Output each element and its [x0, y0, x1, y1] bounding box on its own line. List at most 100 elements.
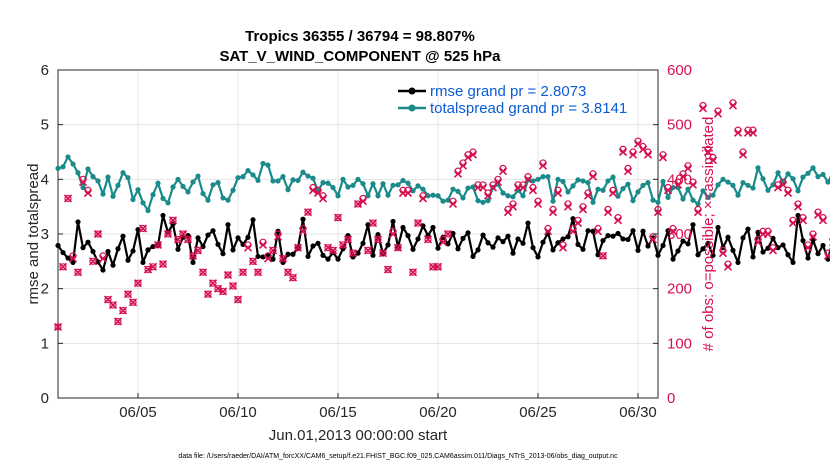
possible-obs-marker [129, 298, 137, 306]
totalspread-point [650, 197, 656, 203]
assimilated-obs-marker [468, 150, 478, 159]
assimilated-obs-marker [703, 147, 713, 157]
assimilated-obs-marker [228, 281, 238, 290]
totalspread-point [795, 188, 801, 194]
totalspread-point [385, 192, 391, 198]
rmse-point [320, 252, 326, 258]
rmse-point [230, 247, 236, 253]
rmse-point [460, 235, 466, 241]
possible-obs-marker [119, 306, 127, 315]
assimilated-obs-marker [648, 235, 658, 244]
totalspread-point [755, 165, 761, 171]
totalspread-point [100, 191, 106, 197]
assimilated-obs-marker [258, 240, 268, 249]
assimilated-obs-marker [608, 188, 618, 198]
rmse-point [800, 237, 806, 244]
totalspread-point [750, 185, 756, 191]
possible-obs-marker [159, 260, 167, 268]
totalspread-point [815, 174, 821, 180]
assimilated-obs-marker [753, 238, 763, 247]
possible-obs-marker [344, 235, 352, 244]
totalspread-point [760, 176, 766, 182]
rmse-point [200, 243, 206, 250]
possible-obs-marker [234, 296, 242, 304]
possible-obs-marker [114, 317, 122, 326]
rmse-point [130, 248, 136, 254]
totalspread-point [255, 177, 261, 184]
rmse-point [615, 230, 621, 237]
assimilated-obs-marker [143, 265, 153, 274]
x-tick-label-1: 06/10 [219, 404, 257, 421]
assimilated-obs-marker [613, 216, 623, 225]
totalspread-point [470, 184, 476, 190]
rmse-point [685, 241, 691, 247]
rmse-point [370, 252, 376, 258]
totalspread-point [420, 186, 426, 192]
totalspread-point [280, 174, 286, 180]
assimilated-obs-marker [418, 194, 428, 203]
assimilated-obs-marker [223, 270, 233, 280]
assimilated-obs-marker [373, 235, 383, 244]
rmse-point [635, 247, 641, 253]
rmse-point [160, 212, 166, 219]
rmse-point [500, 239, 506, 245]
assimilated-obs-marker [233, 295, 243, 304]
possible-obs-marker [204, 290, 212, 298]
totalspread-point [445, 197, 451, 203]
totalspread-point [500, 190, 506, 196]
totalspread-point [55, 165, 61, 171]
assimilated-obs-marker [823, 251, 830, 260]
assimilated-obs-marker [383, 265, 393, 274]
rmse-point [375, 231, 381, 238]
totalspread-point [265, 162, 271, 168]
assimilated-obs-marker [168, 216, 178, 225]
possible-obs-marker [134, 279, 142, 287]
totalspread-point [655, 199, 661, 205]
rmse-point [325, 256, 331, 262]
y-tick-label-2: 2 [41, 281, 49, 298]
rmse-point [105, 248, 111, 255]
x-tick-label-2: 06/15 [319, 404, 357, 421]
assimilated-obs-marker [193, 246, 203, 255]
rmse-point [245, 234, 251, 240]
possible-obs-marker [394, 244, 402, 252]
legend-label-totalspread: totalspread grand pr = 3.8141 [430, 100, 627, 117]
totalspread-point [575, 177, 581, 183]
assimilated-obs-marker [298, 227, 308, 236]
rmse-point [335, 256, 341, 262]
possible-obs-marker [429, 263, 437, 271]
possible-obs-marker [279, 255, 287, 263]
rmse-point [215, 241, 221, 247]
assimilated-obs-marker [268, 246, 278, 255]
possible-obs-marker [289, 274, 297, 282]
assimilated-obs-marker [493, 178, 503, 187]
rmse-point [540, 239, 546, 245]
assimilated-obs-marker [728, 101, 738, 110]
assimilated-obs-marker [723, 262, 733, 271]
rmse-point [300, 216, 306, 222]
totalspread-point [300, 169, 306, 175]
assimilated-obs-marker [323, 243, 333, 252]
rmse-point [605, 233, 611, 239]
assimilated-obs-marker [673, 180, 683, 189]
rmse-point [785, 252, 791, 258]
rmse-point [250, 217, 256, 223]
totalspread-point [550, 198, 556, 204]
rmse-point [740, 235, 746, 241]
possible-obs-marker [184, 235, 192, 244]
assimilated-obs-marker [788, 219, 798, 228]
totalspread-point [695, 201, 701, 207]
totalspread-point [365, 193, 371, 199]
totalspread-point [360, 181, 366, 187]
assimilated-obs-marker [453, 169, 463, 178]
totalspread-point [425, 193, 431, 199]
totalspread-point [355, 176, 361, 182]
totalspread-point [70, 161, 76, 167]
rmse-point [705, 240, 711, 246]
rmse-point [670, 256, 676, 262]
assimilated-obs-marker [118, 306, 128, 315]
rmse-point [700, 246, 706, 252]
totalspread-point [560, 178, 566, 185]
possible-obs-marker [104, 296, 112, 304]
totalspread-point [770, 182, 776, 188]
